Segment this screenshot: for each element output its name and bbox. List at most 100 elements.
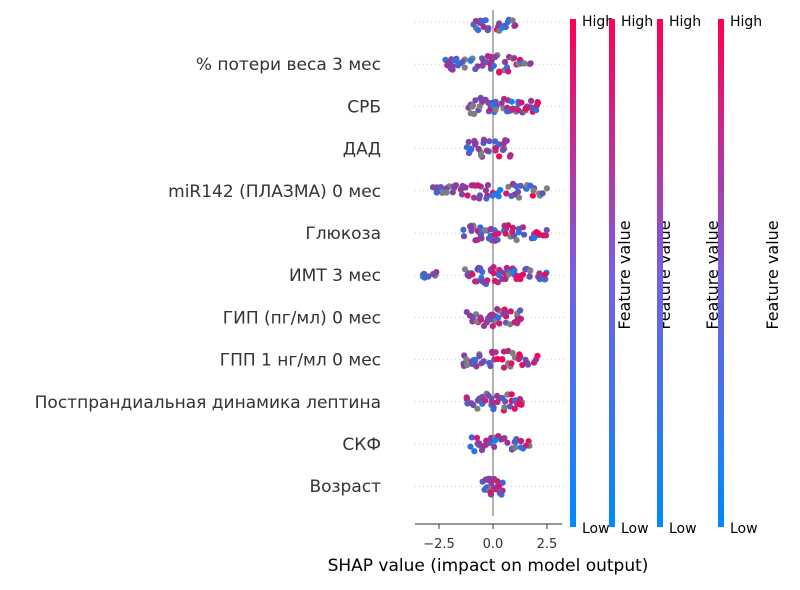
shap-point [449,63,456,70]
shap-point [511,405,518,412]
shap-point [474,405,481,412]
shap-point [501,58,509,66]
shap-point [490,406,497,413]
feature-labels: % потери веса 3 мес СРБ ДАД miR142 (ПЛАЗМА)… [35,55,381,497]
colorbar: High Low Feature value [657,14,722,537]
beeswarm-points [419,16,551,498]
shap-point [483,147,490,154]
colorbar-title: Feature value [703,220,722,329]
shap-point [471,110,478,118]
colorbar-low-label: Low [621,521,649,537]
shap-point [488,480,495,487]
x-tick-label: 2.5 [537,537,558,552]
shap-point [519,224,527,231]
shap-point [492,349,499,356]
colorbar: High Low Feature value [718,14,782,537]
shap-point [511,55,518,62]
shap-point [471,448,478,455]
shap-point [463,395,470,402]
shap-point [459,58,466,65]
shap-point [468,434,475,441]
shap-point [492,147,499,154]
shap-point [512,22,519,29]
shap-point [499,356,506,363]
shap-point [503,190,510,197]
shap-point [496,153,503,160]
feature-label: СРБ [347,97,381,117]
shap-point [469,103,476,110]
colorbar-high-label: High [621,14,653,30]
shap-point [508,98,515,105]
x-tick-label: −2.5 [423,537,455,552]
shap-point [470,194,478,201]
shap-point [521,60,528,67]
shap-point [464,192,471,199]
shap-point [513,436,520,443]
shap-point [540,232,547,239]
shap-point [509,17,516,24]
shap-point [480,443,487,450]
shap-point [526,273,533,280]
shap-point [482,17,489,24]
shap-point [484,277,491,284]
shap-point [491,443,498,450]
shap-point [503,309,510,316]
shap-point [490,62,497,69]
shap-point [492,106,499,113]
shap-point [508,360,515,367]
shap-point [494,279,501,286]
shap-point [461,266,469,273]
shap-point [518,437,525,445]
shap-point [517,307,524,314]
shap-point [458,191,466,198]
colorbar-low-label: Low [669,521,697,537]
colorbar-high-label: High [582,14,614,30]
shap-point [473,434,481,441]
shap-point [482,96,489,103]
shap-point [462,184,469,191]
shap-point [495,314,502,321]
shap-point [463,356,470,363]
colorbar-gradient [609,19,615,527]
colorbar-high-label: High [730,14,762,30]
shap-point [460,233,468,240]
shap-point [505,68,512,75]
shap-point [470,21,477,28]
shap-point [500,364,508,371]
shap-point [467,145,474,152]
shap-point [489,323,496,330]
shap-point [515,229,523,236]
shap-point [539,190,546,197]
feature-label: СКФ [342,435,381,455]
feature-label: ГИП (пг/мл) 0 мес [223,308,381,328]
shap-point [464,362,471,369]
shap-point [516,395,524,403]
shap-point [473,363,480,370]
shap-point [486,439,493,446]
shap-point [499,479,506,486]
shap-point [513,275,520,283]
shap-point [472,140,479,147]
shap-point [478,316,485,323]
shap-point [475,145,482,153]
shap-point [531,234,538,242]
shap-point [480,136,487,143]
shap-point [503,137,510,144]
shap-point [502,230,509,237]
shap-point [528,97,535,104]
shap-point [479,268,486,275]
shap-point [421,274,428,281]
shap-point [501,95,508,102]
shap-point [480,358,487,365]
shap-point [496,141,503,148]
shap-point [483,195,490,202]
feature-label: % потери веса 3 мес [196,55,381,75]
colorbar-high-label: High [669,14,701,30]
shap-point [494,306,501,313]
x-axis-title: SHAP value (impact on model output) [328,556,649,576]
feature-label: ИМТ 3 мес [289,266,381,286]
shap-point [522,105,529,112]
shap-point [496,266,503,274]
shap-point [533,107,540,114]
